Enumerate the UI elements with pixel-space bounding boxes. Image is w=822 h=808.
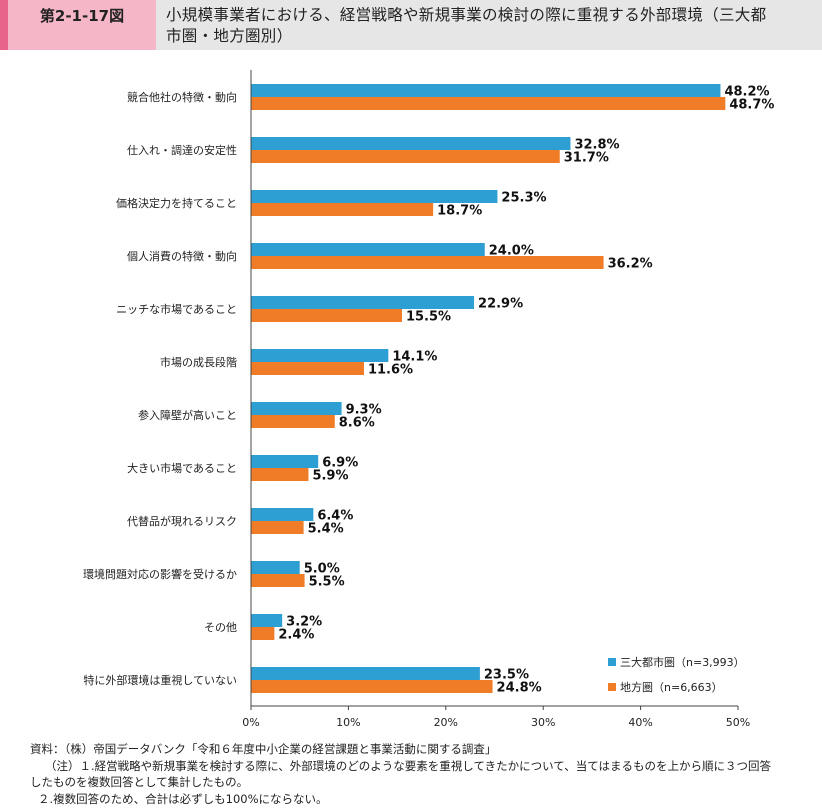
data-label: 31.7% — [564, 151, 609, 166]
data-label: 18.7% — [437, 204, 482, 219]
bar-series-1 — [251, 137, 571, 150]
figure-title: 小規模事業者における、経営戦略や新規事業の検討の際に重視する外部環境（三大都 市… — [166, 5, 814, 47]
note-1-line-1: （注）１.経営戦略や新規事業を検討する際に、外部環境のどのような要素を重視してき… — [45, 758, 771, 773]
bar-series-1 — [251, 190, 498, 203]
x-tick-label: 50% — [726, 716, 750, 729]
bar-series-2 — [251, 627, 275, 640]
x-tick-label: 10% — [336, 716, 360, 729]
data-label: 23.5% — [484, 668, 529, 683]
category-label: 代替品が現れるリスク — [127, 514, 237, 528]
category-label: 大きい市場であること — [127, 461, 237, 475]
figure-number: 第2-1-17図 — [8, 0, 156, 50]
data-label: 3.2% — [286, 615, 322, 630]
bar-series-1 — [251, 349, 389, 362]
bar-series-1 — [251, 508, 314, 521]
note-2: ２.複数回答のため、合計は必ずしも100%にならない。 — [38, 791, 328, 806]
data-label: 32.8% — [574, 138, 619, 153]
category-label: 市場の成長段階 — [160, 355, 237, 369]
bar-series-2 — [251, 521, 304, 534]
bar-series-2 — [251, 150, 560, 163]
data-label: 36.2% — [608, 257, 653, 272]
category-label: その他 — [204, 621, 237, 634]
bar-series-1 — [251, 243, 485, 256]
category-label: 競合他社の特徴・動向 — [127, 90, 237, 104]
bar-series-2 — [251, 680, 493, 693]
bar-series-2 — [251, 256, 604, 269]
bar-series-2 — [251, 309, 402, 322]
legend-swatch-series-1 — [608, 658, 616, 666]
bar-series-1 — [251, 614, 283, 627]
data-label: 11.6% — [368, 363, 413, 378]
data-label: 5.5% — [309, 575, 345, 590]
bar-series-1 — [251, 402, 342, 415]
data-label: 24.8% — [497, 681, 542, 696]
data-label: 6.4% — [317, 509, 353, 524]
data-label: 15.5% — [406, 310, 451, 325]
category-label: 仕入れ・調達の安定性 — [127, 143, 237, 157]
data-label: 6.9% — [322, 456, 358, 471]
data-label: 48.2% — [724, 85, 769, 100]
x-tick-label: 20% — [434, 716, 458, 729]
data-label: 24.0% — [489, 244, 534, 259]
data-label: 22.9% — [478, 297, 523, 312]
data-label: 2.4% — [278, 628, 314, 643]
data-label: 5.4% — [308, 522, 344, 537]
source-note: 資料：（株）帝国データバンク「令和６年度中小企業の経営課題と事業活動に関する調査… — [30, 742, 497, 756]
x-tick-label: 40% — [628, 716, 652, 729]
data-label: 14.1% — [392, 350, 437, 365]
legend-label: 地方圏（n=6,663） — [620, 680, 723, 694]
category-label: 環境問題対応の影響を受けるか — [83, 567, 237, 581]
bar-series-2 — [251, 468, 309, 481]
bar-series-1 — [251, 455, 319, 468]
header-accent-bar — [0, 0, 8, 50]
data-label: 9.3% — [346, 403, 382, 418]
bar-series-2 — [251, 97, 726, 110]
chart-notes: 資料：（株）帝国データバンク「令和６年度中小企業の経営課題と事業活動に関する調査… — [30, 741, 810, 807]
data-label: 25.3% — [501, 191, 546, 206]
data-label: 5.9% — [312, 469, 348, 484]
category-label: ニッチな市場であること — [116, 302, 237, 316]
legend-swatch-series-2 — [608, 683, 616, 691]
bar-series-2 — [251, 203, 434, 216]
bar-series-1 — [251, 561, 300, 574]
legend-label: 三大都市圏（n=3,993） — [620, 655, 745, 669]
bar-chart: 競合他社の特徴・動向 48.2%48.7% 仕入れ・調達の安定性 32.8%31.7%… — [83, 70, 774, 729]
bar-series-1 — [251, 667, 480, 680]
bar-series-1 — [251, 296, 475, 309]
data-label: 5.0% — [304, 562, 340, 577]
bar-series-2 — [251, 415, 335, 428]
data-label: 8.6% — [339, 416, 375, 431]
x-tick-label: 30% — [531, 716, 555, 729]
figure-title-line2: 市圏・地方圏別） — [166, 27, 293, 45]
category-label: 価格決定力を持てること — [116, 196, 237, 210]
note-1-line-2: したものを複数回答として集計したもの。 — [30, 775, 249, 789]
bar-series-2 — [251, 574, 305, 587]
bar-series-1 — [251, 84, 721, 97]
bar-series-2 — [251, 362, 364, 375]
category-label: 特に外部環境は重視していない — [83, 673, 237, 687]
data-label: 48.7% — [729, 98, 774, 113]
figure-title-line1: 小規模事業者における、経営戦略や新規事業の検討の際に重視する外部環境（三大都 — [166, 6, 767, 24]
x-tick-label: 0% — [242, 716, 259, 729]
category-label: 参入障壁が高いこと — [138, 408, 237, 422]
category-label: 個人消費の特徴・動向 — [127, 249, 237, 263]
